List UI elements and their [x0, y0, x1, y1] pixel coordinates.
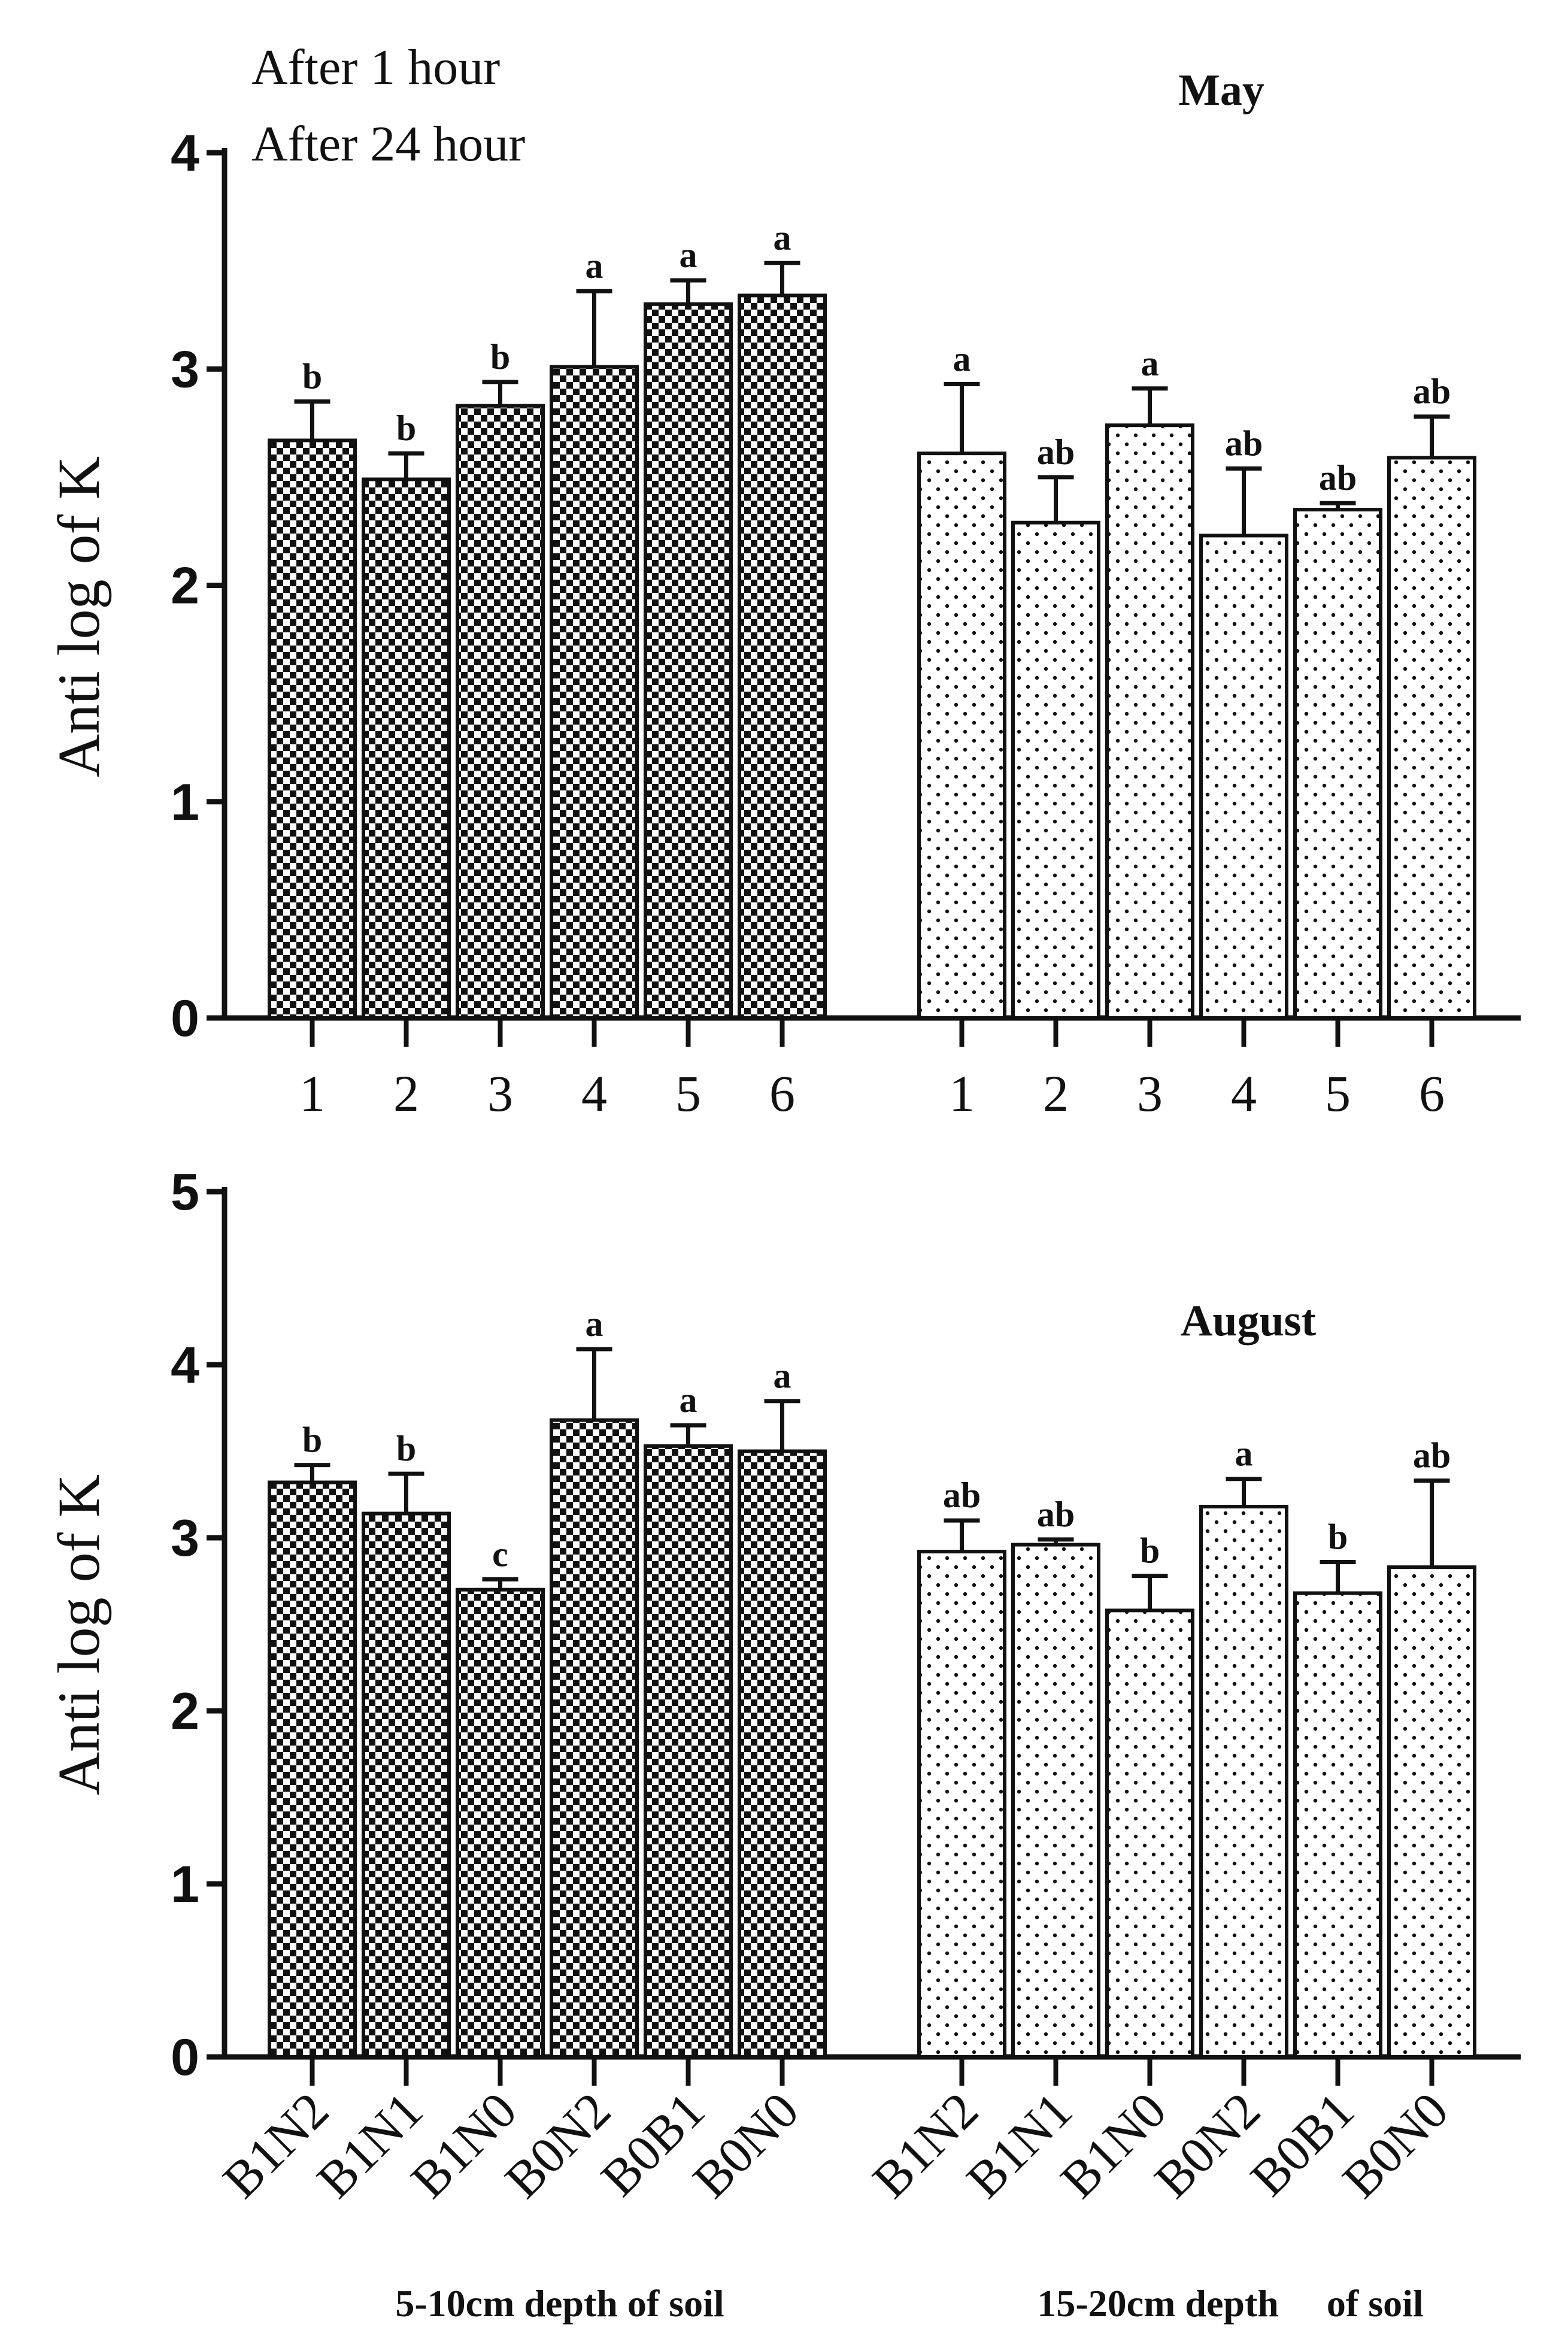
x-tick-label: B1N0: [400, 2081, 527, 2209]
x-tick-label: 2: [1043, 1065, 1069, 1122]
legend-after-24-hour: After 24 hour: [251, 116, 525, 172]
bar: [268, 1480, 357, 2059]
y-tick-label: 3: [171, 341, 199, 398]
x-tick-label: B0N2: [1144, 2081, 1271, 2209]
x-tick-label: B0B1: [590, 2081, 715, 2207]
bar: [738, 1449, 827, 2059]
x-tick-label: B0N0: [1332, 2081, 1459, 2209]
x-tick-label: 4: [1231, 1065, 1257, 1122]
y-axis-label-bottom: Anti log of K: [46, 1474, 112, 1795]
legend-after-1-hour: After 1 hour: [251, 40, 500, 95]
bar: [1387, 456, 1476, 1020]
bar: [456, 404, 545, 1020]
bar: [1011, 520, 1100, 1020]
bar: [456, 1587, 545, 2059]
significance-label: ab: [1037, 432, 1075, 472]
significance-label: a: [680, 1380, 697, 1420]
panel-title-may: May: [1178, 66, 1264, 115]
x-tick-label: B1N0: [1050, 2081, 1177, 2209]
group-label-5-10cm: 5-10cm depth of soil: [395, 2282, 724, 2325]
x-tick-label: 6: [769, 1065, 795, 1122]
significance-label: b: [1140, 1531, 1160, 1571]
bar: [738, 293, 827, 1020]
significance-label: b: [302, 1420, 322, 1460]
bar: [1199, 534, 1288, 1020]
y-tick-label: 1: [171, 1856, 199, 1913]
x-tick-label: B1N1: [956, 2081, 1083, 2209]
x-tick-label: B0N2: [494, 2081, 621, 2209]
x-tick-label: 4: [581, 1065, 607, 1122]
significance-label: b: [396, 1429, 416, 1468]
bar: [1293, 508, 1382, 1020]
significance-label: a: [953, 340, 971, 379]
x-tick-label: 3: [487, 1065, 513, 1122]
significance-label: a: [586, 246, 603, 286]
bar: [362, 1511, 451, 2059]
bar: [1105, 423, 1194, 1020]
significance-label: a: [774, 1356, 791, 1396]
bar: [917, 452, 1006, 1020]
y-tick-label: 0: [171, 2029, 199, 2086]
bar: [1011, 1543, 1100, 2059]
bar: [362, 477, 451, 1020]
significance-label: a: [1235, 1434, 1253, 1474]
group-label-15-20cm: 15-20cm depth of soil: [1037, 2282, 1423, 2325]
y-tick-label: 2: [171, 557, 199, 615]
panel-title-august: August: [1181, 1296, 1317, 1346]
significance-label: a: [774, 218, 791, 257]
significance-label: ab: [1413, 372, 1451, 411]
significance-label: b: [1328, 1517, 1348, 1556]
y-tick-label: 3: [171, 1510, 199, 1567]
significance-label: ab: [1225, 423, 1263, 463]
x-tick-label: B1N2: [212, 2081, 339, 2209]
bar: [550, 1418, 639, 2059]
chart-panel-2: 012345bB1N2bB1N1cB1N0aB0N2aB0B1aB0N0abB1…: [171, 1164, 1521, 2209]
chart-panels: 01234b1b2b3a4a5a6a1ab2a3ab4ab5ab6012345b…: [171, 125, 1521, 2209]
bar: [1387, 1565, 1476, 2059]
x-tick-label: B0N0: [682, 2081, 809, 2209]
significance-label: ab: [1413, 1436, 1451, 1475]
x-tick-label: 1: [949, 1065, 975, 1122]
bar: [268, 438, 357, 1020]
bar: [1293, 1591, 1382, 2059]
significance-label: a: [680, 235, 697, 275]
bar: [1105, 1608, 1194, 2059]
x-tick-label: B1N2: [862, 2081, 989, 2209]
significance-label: ab: [1037, 1495, 1075, 1534]
y-tick-label: 5: [171, 1164, 199, 1221]
y-tick-label: 0: [171, 990, 199, 1047]
y-tick-label: 4: [171, 1337, 199, 1394]
y-axis-label-top: Anti log of K: [46, 456, 112, 777]
significance-label: b: [302, 356, 322, 396]
significance-label: a: [586, 1304, 603, 1344]
x-tick-label: 5: [675, 1065, 701, 1122]
bar: [1199, 1504, 1288, 2059]
x-tick-label: B0B1: [1239, 2081, 1365, 2207]
significance-label: b: [396, 408, 416, 448]
bar: [644, 1444, 733, 2059]
significance-label: c: [492, 1534, 508, 1574]
significance-label: ab: [1319, 458, 1357, 498]
y-tick-label: 1: [171, 774, 199, 831]
bar: [917, 1550, 1006, 2059]
bar: [550, 365, 639, 1020]
y-tick-label: 2: [171, 1683, 199, 1740]
x-tick-label: 3: [1137, 1065, 1163, 1122]
y-tick-label: 4: [171, 125, 199, 182]
significance-label: ab: [943, 1475, 981, 1515]
chart-panel-1: 0 1 2 3 4 b 1 b 2 b 3 a 4 a 5 a 6 a 1 ab 2 a 3 ab 4 ab 5 ab 6: [171, 125, 1521, 1122]
x-tick-label: 2: [393, 1065, 419, 1122]
x-tick-label: 6: [1419, 1065, 1445, 1122]
x-tick-label: B1N1: [306, 2081, 433, 2209]
significance-label: a: [1141, 344, 1159, 383]
x-tick-label: 5: [1325, 1065, 1351, 1122]
x-tick-label: 1: [299, 1065, 325, 1122]
bar: [644, 302, 733, 1020]
significance-label: b: [490, 337, 510, 377]
